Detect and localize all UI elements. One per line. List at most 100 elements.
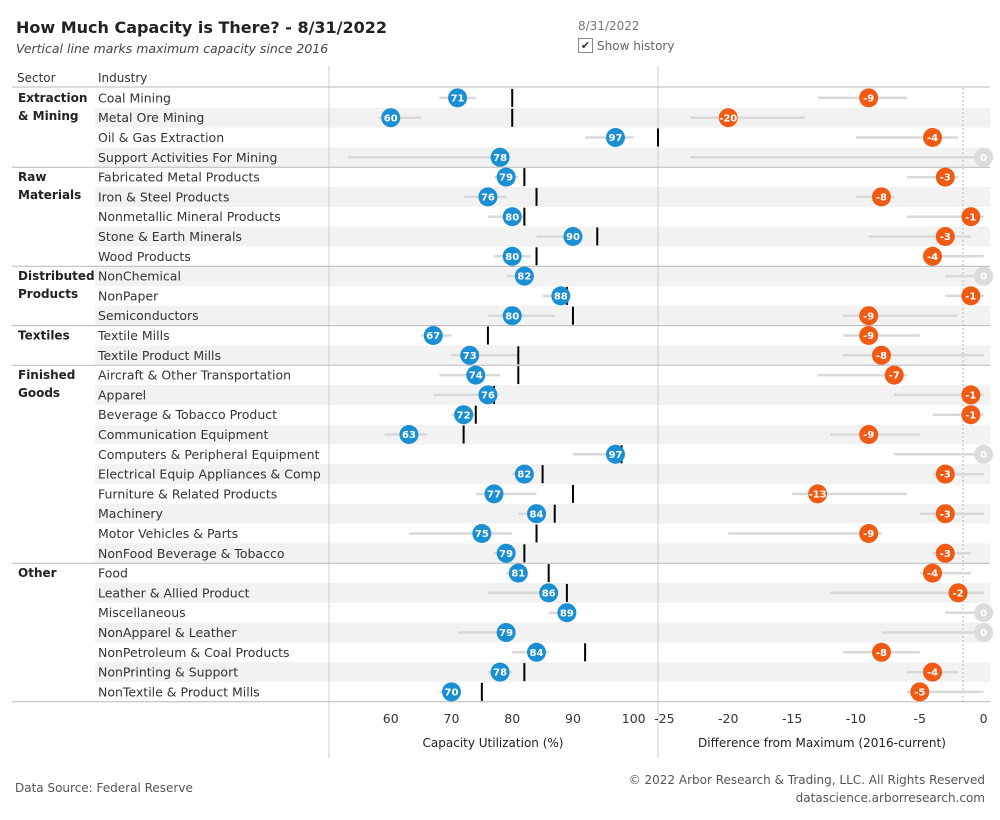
utilization-value: 84 <box>530 509 544 520</box>
difference-dot <box>961 385 981 405</box>
difference-value: -2 <box>953 589 964 600</box>
industry-label: Apparel <box>98 387 146 402</box>
utilization-value: 82 <box>517 272 531 283</box>
difference-value: 0 <box>980 608 987 619</box>
difference-axis-tick: -25 <box>654 711 674 726</box>
difference-dot <box>859 425 879 444</box>
utilization-value: 74 <box>469 371 483 382</box>
utilization-dot <box>508 563 528 583</box>
row-band <box>95 543 990 564</box>
utilization-dot <box>460 345 480 365</box>
utilization-dot <box>551 286 571 306</box>
row-band <box>95 345 990 366</box>
difference-value: -4 <box>927 668 938 679</box>
industry-label: Coal Mining <box>98 90 171 105</box>
utilization-value: 71 <box>451 94 465 105</box>
utilization-value: 97 <box>609 133 623 144</box>
difference-value: -9 <box>863 430 874 441</box>
show-history-toggle[interactable]: ✔ Show history <box>578 38 674 53</box>
difference-value: -1 <box>965 391 976 402</box>
utilization-value: 79 <box>499 628 513 639</box>
row-band <box>95 266 990 286</box>
chart-subtitle: Vertical line marks maximum capacity sin… <box>16 41 329 56</box>
industry-label: Aircraft & Other Transportation <box>98 368 291 383</box>
industry-label: Food <box>98 566 128 581</box>
industry-label: Electrical Equip Appliances & Comp <box>98 467 321 482</box>
utilization-value: 67 <box>426 331 440 342</box>
industry-label: Nonmetallic Mineral Products <box>98 209 281 224</box>
industry-label: Metal Ore Mining <box>98 110 204 125</box>
utilization-dot <box>496 543 516 563</box>
utilization-axis-tick: 100 <box>622 711 646 726</box>
difference-dot <box>871 642 891 662</box>
difference-value: -9 <box>863 311 874 322</box>
date-filter[interactable]: 8/31/2022 <box>578 19 640 33</box>
industry-label: Motor Vehicles & Parts <box>98 526 238 541</box>
utilization-dot <box>454 405 474 425</box>
difference-value: -1 <box>965 292 976 303</box>
show-history-checkbox[interactable]: ✔ <box>578 38 593 53</box>
utilization-value: 79 <box>499 173 513 184</box>
sector-label: Finished <box>18 368 75 382</box>
difference-dot <box>948 583 968 603</box>
difference-axis-tick: -15 <box>782 711 802 726</box>
difference-dot <box>935 543 955 563</box>
difference-dot <box>935 167 955 187</box>
difference-value: -20 <box>719 113 737 124</box>
difference-value: -9 <box>863 529 874 540</box>
utilization-value: 63 <box>402 430 416 441</box>
data-source: Data Source: Federal Reserve <box>15 781 193 795</box>
difference-dot <box>923 246 943 266</box>
difference-value: 0 <box>980 153 987 164</box>
difference-axis-tick: -10 <box>846 711 866 726</box>
utilization-dot <box>490 662 510 682</box>
sector-label: Extraction <box>18 91 87 105</box>
utilization-dot <box>563 227 583 246</box>
industry-label: Textile Product Mills <box>97 348 221 363</box>
industry-label: Machinery <box>98 506 163 521</box>
utilization-dot <box>502 306 522 326</box>
utilization-axis-title: Capacity Utilization (%) <box>423 736 564 750</box>
utilization-axis-tick: 60 <box>383 711 399 726</box>
utilization-value: 75 <box>475 529 489 540</box>
industry-column-header: Industry <box>98 71 148 85</box>
difference-dot <box>961 286 981 306</box>
industry-label: Computers & Peripheral Equipment <box>98 447 319 462</box>
difference-axis-title: Difference from Maximum (2016-current) <box>698 736 946 750</box>
utilization-dot <box>490 147 510 167</box>
sector-label: Goods <box>18 386 60 400</box>
utilization-value: 78 <box>493 668 507 679</box>
utilization-value: 77 <box>487 490 501 501</box>
industry-label: Semiconductors <box>98 308 199 323</box>
industry-label: Wood Products <box>98 249 191 264</box>
sector-label: Raw <box>18 170 46 184</box>
industry-label: NonPetroleum & Coal Products <box>98 645 290 660</box>
difference-dot <box>935 464 955 484</box>
difference-dot <box>961 405 981 425</box>
utilization-dot <box>478 385 498 405</box>
utilization-dot <box>502 246 522 266</box>
sector-label: Textiles <box>18 329 70 343</box>
difference-dot <box>923 662 943 682</box>
difference-dot <box>859 326 879 345</box>
utilization-dot <box>605 444 625 464</box>
sector-column-header: Sector <box>17 71 56 85</box>
utilization-value: 90 <box>566 232 580 243</box>
row-band <box>95 147 990 168</box>
chart-title: How Much Capacity is There? - 8/31/2022 <box>16 18 388 37</box>
difference-value: -3 <box>940 470 951 481</box>
utilization-value: 70 <box>445 688 459 699</box>
website-link[interactable]: datascience.arborresearch.com <box>795 791 985 805</box>
industry-label: NonPaper <box>98 288 159 303</box>
utilization-value: 80 <box>505 311 519 322</box>
utilization-value: 60 <box>384 113 398 124</box>
sector-label: Other <box>18 566 57 580</box>
row-band <box>95 622 990 643</box>
difference-dot <box>871 187 891 207</box>
utilization-dot <box>399 425 419 444</box>
utilization-dot <box>472 524 492 543</box>
industry-label: Beverage & Tobacco Product <box>98 407 277 422</box>
industry-label: Textile Mills <box>97 328 170 343</box>
utilization-dot <box>441 682 461 702</box>
